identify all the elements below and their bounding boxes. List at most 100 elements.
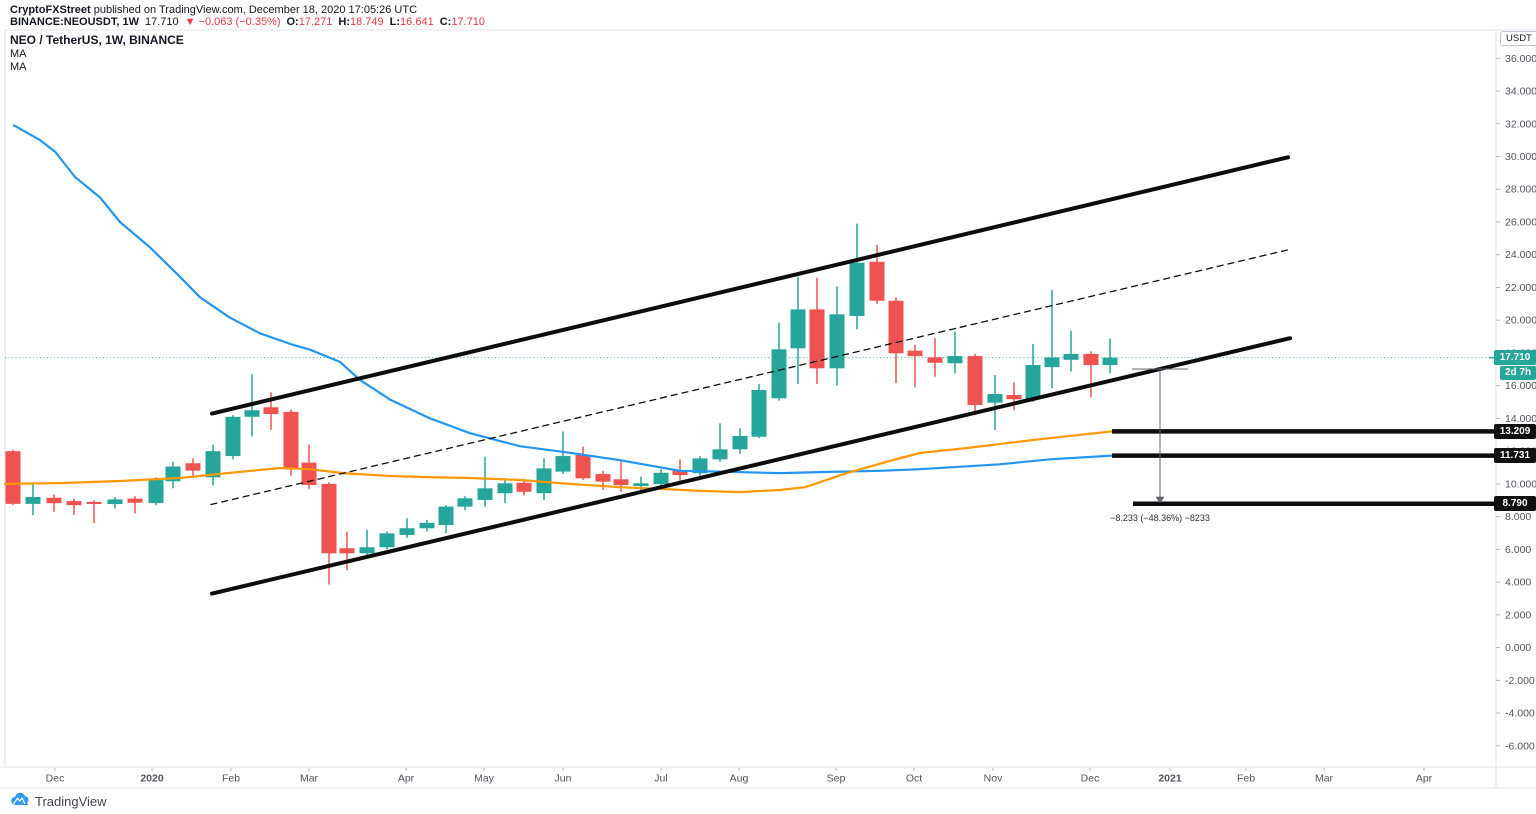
- price-axis-label: 14.000: [1505, 413, 1536, 425]
- ticker-symbol: BINANCE:NEOUSDT, 1W: [10, 16, 139, 28]
- time-axis-label: 2021: [1158, 773, 1182, 785]
- candle-body: [263, 407, 279, 415]
- symbol-title[interactable]: NEO / TetherUS, 1W, BINANCE: [10, 33, 184, 47]
- price-axis-label: -2.000: [1505, 675, 1535, 687]
- time-axis-label: Jul: [654, 773, 667, 785]
- candle-body: [672, 470, 688, 476]
- low-label: L:: [389, 16, 401, 28]
- currency-toggle-button[interactable]: USDT: [1500, 31, 1536, 46]
- ma-fast-line: [3, 430, 1114, 494]
- open-label: O:: [286, 16, 299, 28]
- price-axis-label: 34.000: [1505, 86, 1536, 98]
- candle: [438, 505, 454, 534]
- trendline-channel-top[interactable]: [210, 155, 1290, 416]
- candle-body: [438, 506, 454, 525]
- measure-tool[interactable]: [1132, 368, 1188, 504]
- measure-arrowhead: [1155, 496, 1165, 504]
- candle-body: [148, 479, 164, 504]
- candle-body: [927, 357, 943, 363]
- candle-body: [692, 458, 708, 474]
- candle: [339, 531, 355, 571]
- measure-tool-text[interactable]: −8.233 (−48.36%) −8233: [1110, 513, 1210, 523]
- candle-body: [185, 463, 201, 471]
- publisher-name: CryptoFXStreet: [10, 4, 91, 16]
- candle-body: [751, 389, 767, 437]
- price-axis-label: 2.000: [1505, 609, 1531, 621]
- candle: [967, 353, 983, 416]
- candle: [1025, 343, 1041, 403]
- candle-body: [829, 314, 845, 369]
- time-axis-label: Dec: [1081, 773, 1100, 785]
- time-axis-label: Nov: [984, 773, 1003, 785]
- price-axis-label: 30.000: [1505, 151, 1536, 163]
- price-axis-label: -4.000: [1505, 708, 1535, 720]
- ma-indicator-row-1[interactable]: MA: [10, 48, 27, 60]
- high-label: H:: [338, 16, 350, 28]
- candle-body: [947, 356, 963, 364]
- candle: [165, 461, 181, 489]
- candle-body: [225, 416, 241, 457]
- tradingview-logo-icon: [10, 792, 30, 811]
- candle-body: [66, 501, 82, 506]
- price-axis-label: 32.000: [1505, 118, 1536, 130]
- candle-body: [379, 533, 395, 548]
- candle-body: [516, 482, 532, 492]
- price-axis-label: -6.000: [1505, 740, 1535, 752]
- candle-body: [967, 356, 983, 405]
- candle: [1044, 289, 1060, 389]
- candle: [399, 518, 415, 538]
- candle-body: [1006, 395, 1022, 400]
- time-axis-label: Apr: [1416, 773, 1433, 785]
- tradingview-watermark[interactable]: TradingView: [10, 792, 107, 811]
- price-axis-label: 10.000: [1505, 478, 1536, 490]
- candle-body: [321, 483, 337, 554]
- time-axis-label: 2020: [140, 773, 164, 785]
- candle: [536, 458, 552, 500]
- candle-body: [419, 522, 435, 529]
- candle: [86, 500, 102, 524]
- candle: [771, 322, 787, 401]
- bar-countdown-label: 2d 7h: [1500, 366, 1536, 380]
- candle-body: [497, 483, 513, 494]
- candle-body: [907, 350, 923, 357]
- candle: [712, 423, 728, 462]
- candle: [1102, 338, 1118, 374]
- price-axis-label: 28.000: [1505, 184, 1536, 196]
- candle: [477, 456, 493, 507]
- time-axis-label: Feb: [222, 773, 240, 785]
- ma-indicator-row-2[interactable]: MA: [10, 61, 27, 73]
- price-level-label-8790: 8.790: [1494, 496, 1536, 511]
- candle-body: [205, 451, 221, 478]
- time-axis-label: Jun: [555, 773, 572, 785]
- candle: [829, 286, 845, 386]
- trendline-channel-mid[interactable]: [210, 249, 1289, 506]
- price-level-label-13209: 13.209: [1494, 424, 1536, 439]
- candle-body: [1044, 357, 1060, 368]
- price-level-label-11731: 11.731: [1494, 448, 1536, 463]
- candle-body: [575, 454, 591, 479]
- candle: [457, 496, 473, 511]
- time-axis-label: Oct: [906, 773, 922, 785]
- candle: [790, 276, 806, 385]
- price-axis-label: 26.000: [1505, 216, 1536, 228]
- candle-body: [653, 472, 669, 485]
- publish-details: published on TradingView.com, December 1…: [90, 4, 418, 16]
- candle: [987, 375, 1003, 430]
- candle: [283, 409, 299, 476]
- candle: [25, 482, 41, 516]
- candle-body: [399, 528, 415, 535]
- candle: [653, 469, 669, 487]
- candlestick-series: [5, 223, 1118, 585]
- candle-body: [869, 261, 885, 301]
- trendline-channel-bottom[interactable]: [210, 336, 1292, 596]
- low-value: 16.641: [400, 16, 434, 28]
- price-axis-label: 22.000: [1505, 282, 1536, 294]
- candle-body: [283, 411, 299, 469]
- candle: [419, 519, 435, 532]
- price-axis-label: 16.000: [1505, 380, 1536, 392]
- candle: [809, 277, 825, 385]
- candle: [849, 223, 865, 330]
- high-value: 18.749: [350, 16, 384, 28]
- candle: [516, 478, 532, 496]
